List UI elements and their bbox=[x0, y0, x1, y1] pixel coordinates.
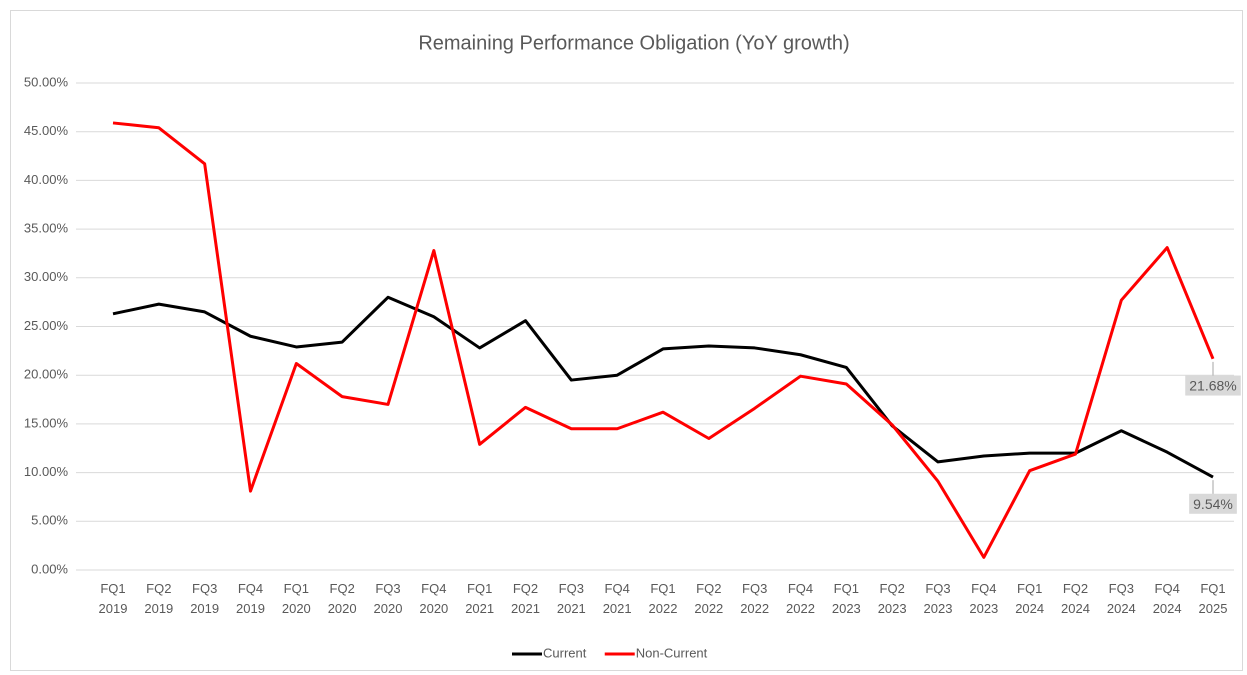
x-tick-label: FQ2 2021 bbox=[511, 581, 540, 616]
y-tick-label: 35.00% bbox=[24, 221, 69, 236]
x-tick-label: FQ1 2022 bbox=[649, 581, 678, 616]
y-tick-label: 10.00% bbox=[24, 464, 69, 479]
y-tick-label: 45.00% bbox=[24, 123, 69, 138]
x-tick-label: FQ3 2020 bbox=[374, 581, 403, 616]
x-tick-label: FQ2 2023 bbox=[878, 581, 907, 616]
x-tick-label: FQ2 2024 bbox=[1061, 581, 1090, 616]
x-tick-label: FQ1 2020 bbox=[282, 581, 311, 616]
x-tick-label: FQ1 2021 bbox=[465, 581, 494, 616]
x-tick-label: FQ1 2024 bbox=[1015, 581, 1044, 616]
y-tick-label: 30.00% bbox=[24, 269, 69, 284]
x-tick-label: FQ4 2022 bbox=[786, 581, 815, 616]
x-tick-label: FQ2 2022 bbox=[694, 581, 723, 616]
x-tick-label: FQ2 2019 bbox=[144, 581, 173, 616]
legend-label: Non-Current bbox=[636, 645, 708, 660]
x-tick-label: FQ4 2019 bbox=[236, 581, 265, 616]
chart-border bbox=[10, 10, 1243, 671]
x-tick-label: FQ3 2022 bbox=[740, 581, 769, 616]
data-label-box bbox=[1185, 375, 1241, 396]
x-tick-label: FQ4 2023 bbox=[969, 581, 998, 616]
y-tick-label: 40.00% bbox=[24, 172, 69, 187]
x-tick-label: FQ4 2024 bbox=[1153, 581, 1182, 616]
legend-label: Current bbox=[543, 645, 587, 660]
data-label: 9.54% bbox=[1193, 496, 1233, 512]
data-label: 21.68% bbox=[1189, 378, 1236, 394]
data-label-box bbox=[1189, 493, 1237, 514]
x-tick-label: FQ4 2021 bbox=[603, 581, 632, 616]
y-tick-label: 5.00% bbox=[31, 513, 68, 528]
x-tick-label: FQ3 2024 bbox=[1107, 581, 1136, 616]
x-tick-label: FQ1 2019 bbox=[99, 581, 128, 616]
x-tick-label: FQ3 2023 bbox=[924, 581, 953, 616]
y-tick-label: 15.00% bbox=[24, 415, 69, 430]
chart-title: Remaining Performance Obligation (YoY gr… bbox=[418, 32, 849, 54]
x-tick-label: FQ4 2020 bbox=[419, 581, 448, 616]
y-tick-label: 25.00% bbox=[24, 318, 69, 333]
line-series bbox=[112, 295, 1214, 479]
y-tick-label: 0.00% bbox=[31, 561, 68, 576]
x-tick-label: FQ3 2021 bbox=[557, 581, 586, 616]
x-tick-label: FQ1 2025 bbox=[1199, 581, 1228, 616]
x-tick-label: FQ3 2019 bbox=[190, 581, 219, 616]
y-tick-label: 20.00% bbox=[24, 367, 69, 382]
y-tick-label: 50.00% bbox=[24, 74, 69, 89]
line-series bbox=[112, 121, 1215, 559]
x-tick-label: FQ2 2020 bbox=[328, 581, 357, 616]
x-tick-label: FQ1 2023 bbox=[832, 581, 861, 616]
